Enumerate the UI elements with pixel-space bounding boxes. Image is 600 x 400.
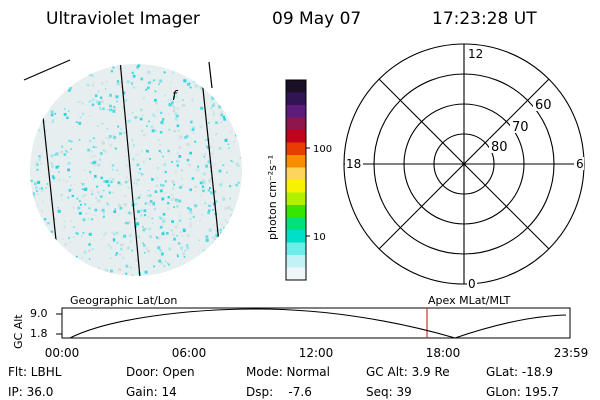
colorbar-cell [286, 205, 306, 218]
geo-grid-line-top [208, 61, 213, 89]
status-glon: GLon: 195.7 [486, 385, 559, 399]
colorbar-cell [286, 105, 306, 118]
timeline-xtick-1200: 12:00 [299, 346, 334, 360]
polar-plot [343, 43, 585, 285]
timeline-left-title: Geographic Lat/Lon [70, 294, 177, 307]
lat-label-80: 80 [491, 140, 508, 155]
status-dsp: Dsp: -7.6 [246, 385, 312, 399]
mlt-label-right: 6 [576, 157, 584, 171]
colorbar-tick-10: 10 [313, 232, 326, 243]
timeline-ytick-high: 9.0 [30, 307, 48, 320]
status-gc-alt: GC Alt: 3.9 Re [366, 365, 450, 379]
colorbar-tick-100: 100 [313, 144, 332, 155]
uv-image-panel: f [23, 59, 242, 276]
colorbar-cell [286, 142, 306, 156]
colorbar-cell [286, 130, 306, 143]
colorbar-scale [286, 80, 306, 281]
time-label: 17:23:28 UT [432, 9, 537, 29]
geo-grid-line-outer [23, 59, 71, 81]
status-ip: IP: 36.0 [8, 385, 53, 399]
status-seq: Seq: 39 [366, 385, 412, 399]
colorbar-cell [286, 180, 306, 193]
status-glat: GLat: -18.9 [486, 365, 553, 379]
mlt-label-top: 12 [468, 47, 483, 61]
timeline-ytick-low: 1.8 [30, 327, 48, 340]
instrument-title: Ultraviolet Imager [46, 9, 200, 29]
colorbar-cell [286, 242, 306, 256]
timeline-frame [61, 307, 571, 339]
colorbar-cell [286, 167, 306, 181]
colorbar-cell [286, 267, 306, 281]
colorbar-cell [286, 80, 306, 93]
mlt-label-left: 18 [346, 157, 361, 171]
colorbar: 100 10 photon cm⁻²s⁻¹ [266, 79, 332, 281]
date-label: 09 May 07 [272, 9, 361, 29]
timeline-panel: Geographic Lat/Lon Apex MLat/MLT GC Alt … [12, 294, 588, 360]
colorbar-cell [286, 92, 306, 106]
lat-label-70: 70 [512, 120, 529, 135]
colorbar-unit-label: photon cm⁻²s⁻¹ [266, 155, 279, 240]
status-door: Door: Open [126, 365, 195, 379]
lat-label-60: 60 [535, 98, 552, 113]
altitude-curve [69, 308, 567, 339]
polar-labels: 12 18 6 0 60 70 80 [345, 47, 584, 291]
timeline-xtick-0000: 00:00 [45, 346, 80, 360]
status-gain: Gain: 14 [126, 385, 177, 399]
timeline-xtick-0600: 06:00 [172, 346, 207, 360]
mlt-label-bottom: 0 [468, 277, 476, 291]
colorbar-cell [286, 217, 306, 231]
timeline-xtick-1800: 18:00 [426, 346, 461, 360]
colorbar-cell [286, 192, 306, 206]
colorbar-cell [286, 155, 306, 168]
status-block: Flt: LBHL Door: Open Mode: Normal GC Alt… [8, 365, 559, 399]
timeline-ylabel: GC Alt [12, 314, 25, 349]
uv-image-disk [30, 64, 242, 276]
image-glyph: f [172, 89, 179, 104]
timeline-xtick-2359: 23:59 [554, 346, 589, 360]
polar-diag-2 [378, 78, 550, 250]
colorbar-cell [286, 117, 306, 131]
timeline-right-title: Apex MLat/MLT [428, 294, 511, 307]
status-mode: Mode: Normal [246, 365, 330, 379]
colorbar-cell [286, 255, 306, 268]
colorbar-cell [286, 230, 306, 243]
status-filter: Flt: LBHL [8, 365, 62, 379]
